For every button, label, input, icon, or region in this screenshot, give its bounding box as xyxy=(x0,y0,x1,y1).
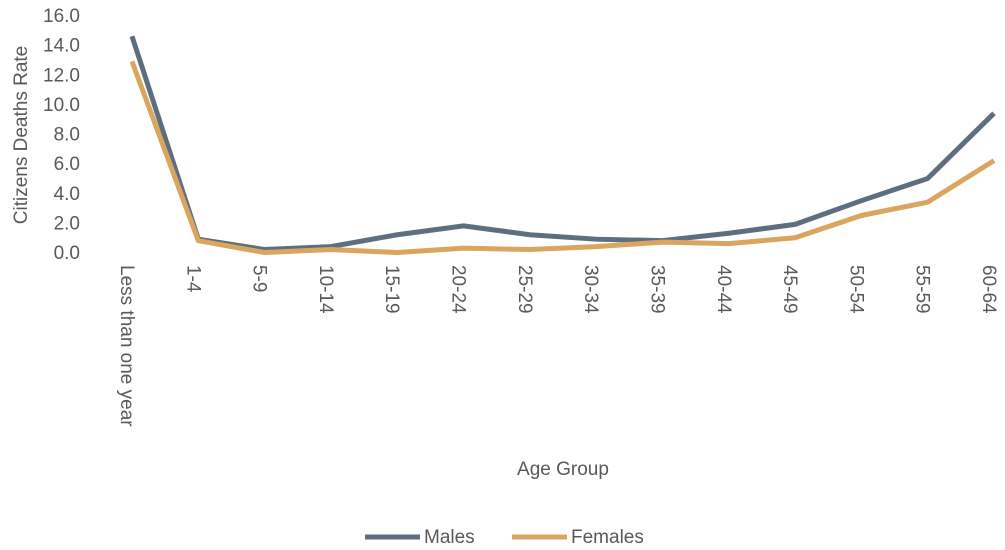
y-tick-label: 6.0 xyxy=(54,154,80,175)
x-tick-label: 55-59 xyxy=(912,265,933,314)
x-tick-label: 30-34 xyxy=(580,265,601,314)
x-tick-label: 40-44 xyxy=(713,265,734,314)
y-tick-label: 0.0 xyxy=(54,243,80,264)
x-tick-label: 25-29 xyxy=(514,265,535,314)
y-tick-label: 14.0 xyxy=(43,36,80,57)
line-series xyxy=(129,35,996,253)
x-tick-label: Less than one year xyxy=(116,265,137,427)
line-series xyxy=(129,60,996,256)
y-tick-label: 4.0 xyxy=(54,184,80,205)
y-tick-label: 12.0 xyxy=(43,65,80,86)
y-tick-label: 2.0 xyxy=(54,213,80,234)
y-tick-label: 10.0 xyxy=(43,95,80,116)
y-tick-label: 8.0 xyxy=(54,125,80,146)
legend-label: Males xyxy=(424,527,475,548)
x-tick-label: 50-54 xyxy=(845,265,866,314)
y-tick-label: 16.0 xyxy=(43,6,80,27)
y-axis-title: Citizens Deaths Rate xyxy=(11,46,32,224)
x-tick-label: 15-19 xyxy=(381,265,402,314)
x-tick-label: 60-64 xyxy=(978,265,999,314)
x-tick-label: 10-14 xyxy=(315,265,336,314)
x-tick-label: 35-39 xyxy=(646,265,667,314)
legend-label: Females xyxy=(571,527,644,548)
x-tick-label: 1-4 xyxy=(182,265,203,293)
x-tick-label: 20-24 xyxy=(448,265,469,314)
x-tick-label: 45-49 xyxy=(779,265,800,314)
x-axis-title: Age Group xyxy=(517,459,609,480)
x-tick-label: 5-9 xyxy=(249,265,270,292)
